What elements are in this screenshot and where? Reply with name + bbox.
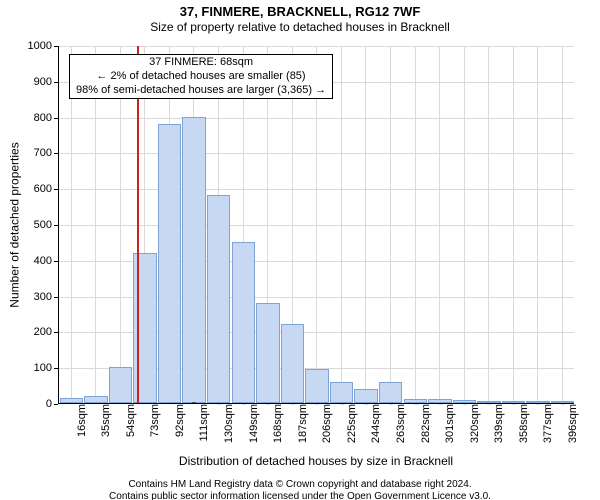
x-tick-label: 16sqm <box>70 404 88 437</box>
gridline-v <box>365 46 366 403</box>
y-tick-label: 400 <box>34 255 58 267</box>
histogram-bar <box>232 242 255 403</box>
chart-title-line2: Size of property relative to detached ho… <box>0 20 600 36</box>
gridline-v <box>71 46 72 403</box>
gridline-v <box>562 46 563 403</box>
gridline-v <box>537 46 538 403</box>
histogram-bar <box>354 389 377 403</box>
y-tick-label: 700 <box>34 147 58 159</box>
x-tick-label: 225sqm <box>340 404 358 443</box>
histogram-bar <box>330 382 353 403</box>
y-tick-label: 900 <box>34 76 58 88</box>
histogram-bar <box>281 324 304 403</box>
x-tick-label: 263sqm <box>389 404 407 443</box>
y-axis-label-container: Number of detached properties <box>8 46 22 404</box>
x-tick-label: 320sqm <box>463 404 481 443</box>
chart-area: 37 FINMERE: 68sqm← 2% of detached houses… <box>58 46 574 404</box>
x-tick-label: 73sqm <box>143 404 161 437</box>
x-tick-label: 244sqm <box>364 404 382 443</box>
y-tick-label: 0 <box>46 398 58 410</box>
y-tick-label: 100 <box>34 362 58 374</box>
property-marker-line <box>137 46 139 403</box>
annotation-line-larger: 98% of semi-detached houses are larger (… <box>76 84 326 98</box>
x-tick-label: 358sqm <box>512 404 530 443</box>
histogram-bar <box>182 117 205 403</box>
gridline-v <box>316 46 317 403</box>
histogram-bar <box>256 303 279 403</box>
histogram-bar <box>109 367 132 403</box>
annotation-box: 37 FINMERE: 68sqm← 2% of detached houses… <box>69 54 333 99</box>
gridline-v <box>464 46 465 403</box>
x-tick-label: 130sqm <box>217 404 235 443</box>
annotation-line-property: 37 FINMERE: 68sqm <box>76 56 326 70</box>
gridline-v <box>120 46 121 403</box>
gridline-v <box>439 46 440 403</box>
histogram-bar <box>158 124 181 403</box>
x-tick-label: 377sqm <box>536 404 554 443</box>
gridline-v <box>488 46 489 403</box>
x-tick-label: 301sqm <box>438 404 456 443</box>
histogram-bar <box>207 195 230 403</box>
x-tick-label: 187sqm <box>291 404 309 443</box>
plot-area: 37 FINMERE: 68sqm← 2% of detached houses… <box>58 46 574 404</box>
x-axis-label: Distribution of detached houses by size … <box>58 454 574 468</box>
x-tick-label: 54sqm <box>119 404 137 437</box>
footer-line1: Contains HM Land Registry data © Crown c… <box>0 479 600 491</box>
footer-line2: Contains public sector information licen… <box>0 491 600 500</box>
histogram-bar <box>84 396 107 403</box>
y-tick-label: 800 <box>34 112 58 124</box>
gridline-v <box>95 46 96 403</box>
y-tick-label: 300 <box>34 291 58 303</box>
gridline-v <box>390 46 391 403</box>
annotation-line-smaller: ← 2% of detached houses are smaller (85) <box>76 70 326 84</box>
gridline-v <box>341 46 342 403</box>
x-tick-label: 396sqm <box>561 404 579 443</box>
y-tick-label: 500 <box>34 219 58 231</box>
histogram-bar <box>379 382 402 403</box>
chart-title-line1: 37, FINMERE, BRACKNELL, RG12 7WF <box>0 0 600 20</box>
x-tick-label: 35sqm <box>94 404 112 437</box>
gridline-v <box>415 46 416 403</box>
x-tick-label: 339sqm <box>487 404 505 443</box>
y-tick-label: 1000 <box>28 40 58 52</box>
x-tick-label: 282sqm <box>414 404 432 443</box>
x-tick-label: 92sqm <box>168 404 186 437</box>
histogram-bar <box>305 369 328 403</box>
x-tick-label: 168sqm <box>266 404 284 443</box>
gridline-v <box>513 46 514 403</box>
y-tick-label: 600 <box>34 183 58 195</box>
y-axis-label: Number of detached properties <box>8 142 22 307</box>
x-tick-label: 111sqm <box>192 404 210 442</box>
x-tick-label: 149sqm <box>242 404 260 443</box>
y-tick-label: 200 <box>34 326 58 338</box>
x-tick-label: 206sqm <box>315 404 333 443</box>
